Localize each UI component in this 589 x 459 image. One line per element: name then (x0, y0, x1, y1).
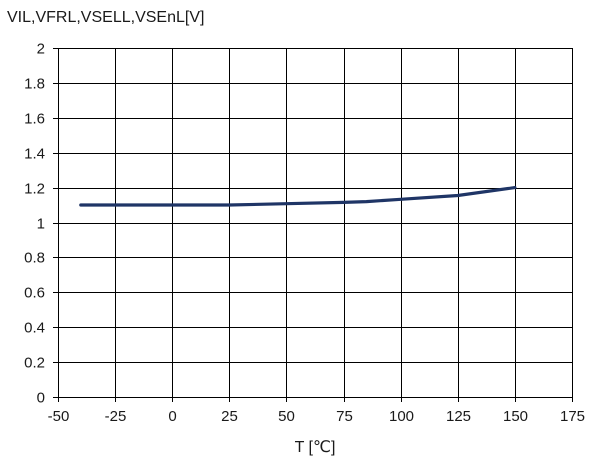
tick-labels: 0 0.2 0.4 0.6 0.8 1 1.2 1.4 1.6 1.8 2 -50 -25 0 25 50 75… (24, 41, 585, 426)
y-axis-title: VIL,VFRL,VSELL,VSEnL[V] (7, 9, 204, 26)
x-tick-label-5: 75 (336, 408, 353, 425)
y-tick-label-2: 0.4 (24, 320, 45, 337)
y-tick-label-3: 0.6 (24, 285, 45, 302)
x-axis-title: T [℃] (295, 439, 336, 456)
x-tick-label-2: 0 (168, 408, 176, 425)
x-tick-label-9: 175 (560, 408, 585, 425)
series-group (79, 186, 517, 207)
grid (58, 48, 573, 398)
y-tick-label-9: 1.8 (24, 76, 45, 93)
y-tick-label-4: 0.8 (24, 250, 45, 267)
x-tick-label-6: 100 (389, 408, 414, 425)
y-tick-label-8: 1.6 (24, 111, 45, 128)
axis-ticks (53, 48, 573, 402)
y-tick-label-7: 1.4 (24, 146, 45, 163)
x-tick-label-7: 125 (446, 408, 471, 425)
y-tick-label-1: 0.2 (24, 355, 45, 372)
x-tick-label-1: -25 (105, 408, 127, 425)
plot-frame (58, 48, 573, 398)
y-tick-label-10: 2 (37, 41, 45, 58)
y-tick-label-5: 1 (37, 216, 45, 233)
x-tick-label-3: 25 (221, 408, 238, 425)
series-line-0 (79, 186, 517, 207)
x-tick-label-0: -50 (48, 408, 70, 425)
y-tick-label-6: 1.2 (24, 181, 45, 198)
y-tick-label-0: 0 (37, 390, 45, 407)
x-tick-label-8: 150 (503, 408, 528, 425)
x-tick-label-4: 50 (278, 408, 295, 425)
